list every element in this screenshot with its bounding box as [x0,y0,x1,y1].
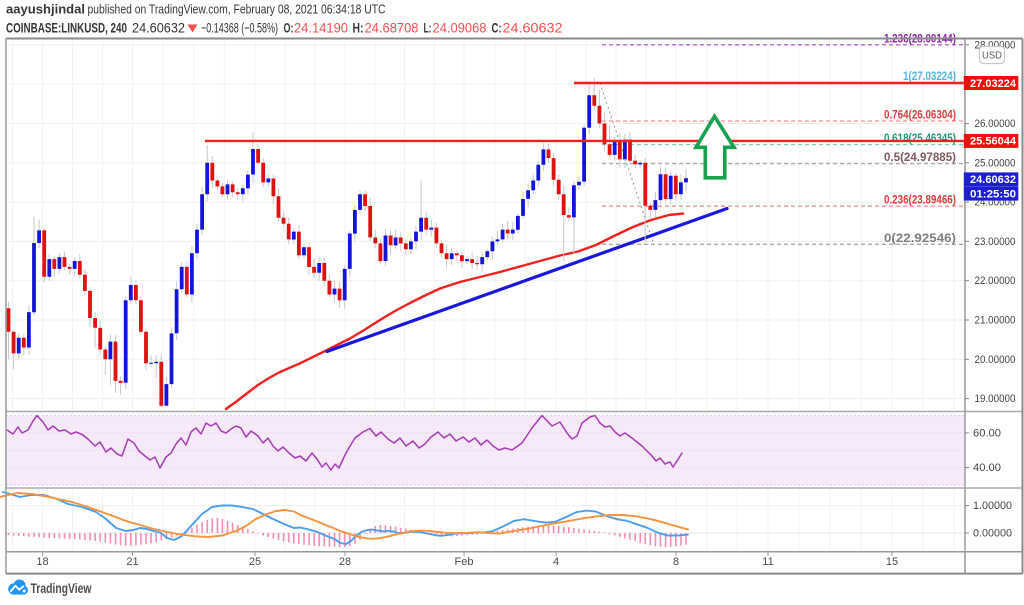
svg-text:01:25:50: 01:25:50 [970,188,1016,200]
svg-text:18: 18 [36,556,48,568]
svg-text:Feb: Feb [455,556,474,568]
svg-text:60.00: 60.00 [973,427,1001,439]
svg-text:USD: USD [982,50,1002,61]
svg-text:L:: L: [424,20,432,36]
svg-text:24.14190: 24.14190 [294,20,348,36]
svg-text:1.00000: 1.00000 [973,500,1012,512]
svg-text:27.03224: 27.03224 [970,78,1017,90]
svg-text:1(27.03224): 1(27.03224) [903,71,956,83]
svg-text:8: 8 [673,556,679,568]
svg-text:aayushjindal: aayushjindal [6,1,85,16]
svg-text:H:: H: [353,20,364,36]
svg-text:11: 11 [762,556,773,568]
svg-text:40.00: 40.00 [973,462,1001,474]
svg-text:0.236(23.89466): 0.236(23.89466) [884,195,956,207]
svg-text:25.56044: 25.56044 [970,136,1017,148]
svg-text:19.00000: 19.00000 [975,393,1016,405]
svg-text:4: 4 [553,556,559,568]
svg-text:20.00000: 20.00000 [975,354,1016,366]
svg-text:21.00000: 21.00000 [975,315,1016,327]
svg-text:0.618(25.46345): 0.618(25.46345) [884,133,956,145]
svg-text:24.09068: 24.09068 [433,20,487,36]
svg-text:TradingView: TradingView [31,581,92,596]
svg-text:0.00000: 0.00000 [973,528,1012,540]
svg-text:22.00000: 22.00000 [975,275,1016,287]
svg-text:23.00000: 23.00000 [975,236,1016,248]
svg-text:published on TradingView.com,: published on TradingView.com, February 0… [88,1,386,16]
svg-text:25.00000: 25.00000 [975,157,1016,169]
svg-text:24.60632: 24.60632 [970,174,1016,186]
svg-text:0.5(24.97885): 0.5(24.97885) [884,152,956,164]
svg-text:28: 28 [339,556,351,568]
svg-text:0.764(26.06304): 0.764(26.06304) [884,110,956,122]
svg-text:C:: C: [492,20,502,36]
svg-text:21: 21 [126,556,138,568]
svg-text:26.00000: 26.00000 [975,118,1016,130]
svg-text:24.60632: 24.60632 [132,20,185,36]
svg-text:−0.14368 (−0.58%): −0.14368 (−0.58%) [201,20,278,36]
svg-text:25: 25 [249,556,261,568]
svg-text:24.68708: 24.68708 [365,20,419,36]
svg-text:15: 15 [886,556,898,568]
svg-text:COINBASE:LINKUSD, 240: COINBASE:LINKUSD, 240 [6,20,127,36]
svg-text:O:: O: [284,20,294,36]
svg-text:0(22.92546): 0(22.92546) [884,233,956,245]
svg-text:24.60632: 24.60632 [503,20,563,36]
